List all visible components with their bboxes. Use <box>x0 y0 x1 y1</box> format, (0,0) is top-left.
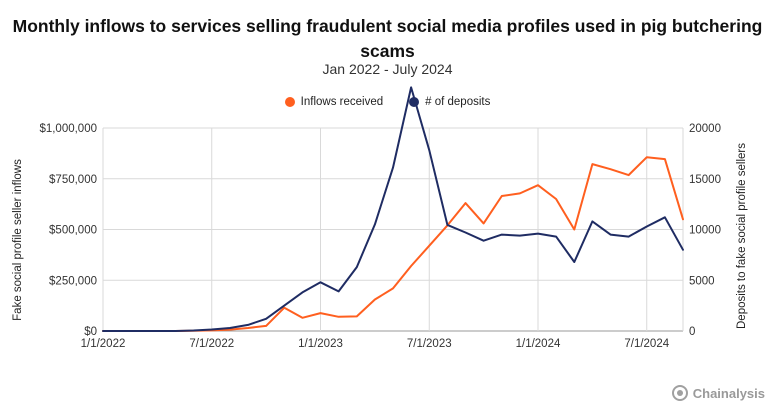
y-tick-label-right: 0 <box>689 326 695 338</box>
y-tick-label-left: $1,000,000 <box>39 123 97 135</box>
legend-label-inflows: Inflows received <box>300 96 384 108</box>
chainalysis-logo-icon <box>671 385 688 401</box>
x-tick-label: 7/1/2024 <box>624 338 669 350</box>
y-tick-label-left: $250,000 <box>49 275 97 287</box>
chart-subtitle: Jan 2022 - July 2024 <box>322 61 453 77</box>
x-tick-label: 1/1/2023 <box>298 338 343 350</box>
watermark: Chainalysis <box>671 385 765 401</box>
y-tick-label-right: 10000 <box>689 225 721 237</box>
series-line-inflows <box>102 156 684 332</box>
y-tick-label-left: $0 <box>84 326 97 338</box>
y-tick-label-right: 15000 <box>689 174 721 186</box>
legend-swatch-inflows <box>284 97 295 107</box>
y-tick-label-right: 5000 <box>689 275 715 287</box>
y-tick-label-left: $750,000 <box>49 174 97 186</box>
x-tick-label: 7/1/2023 <box>407 338 452 350</box>
watermark-text: Chainalysis <box>692 385 765 401</box>
y-axis-left-title: Fake social profile seller inflows <box>12 159 24 321</box>
legend: Inflows received # of deposits <box>0 96 775 108</box>
x-tick-label: 1/1/2024 <box>516 338 561 350</box>
series-line-deposits <box>102 86 684 332</box>
x-tick-label: 7/1/2022 <box>189 338 234 350</box>
legend-item-inflows: Inflows received <box>284 96 384 108</box>
chart-title: Monthly inflows to services selling frau… <box>12 16 763 61</box>
legend-label-deposits: # of deposits <box>425 96 491 108</box>
legend-swatch-deposits <box>409 97 420 107</box>
y-tick-label-right: 20000 <box>689 123 721 135</box>
legend-item-deposits: # of deposits <box>409 96 490 108</box>
x-tick-label: 1/1/2022 <box>81 338 126 350</box>
y-axis-right-title: Deposits to fake social profile sellers <box>736 143 748 329</box>
y-tick-label-left: $500,000 <box>49 225 97 237</box>
